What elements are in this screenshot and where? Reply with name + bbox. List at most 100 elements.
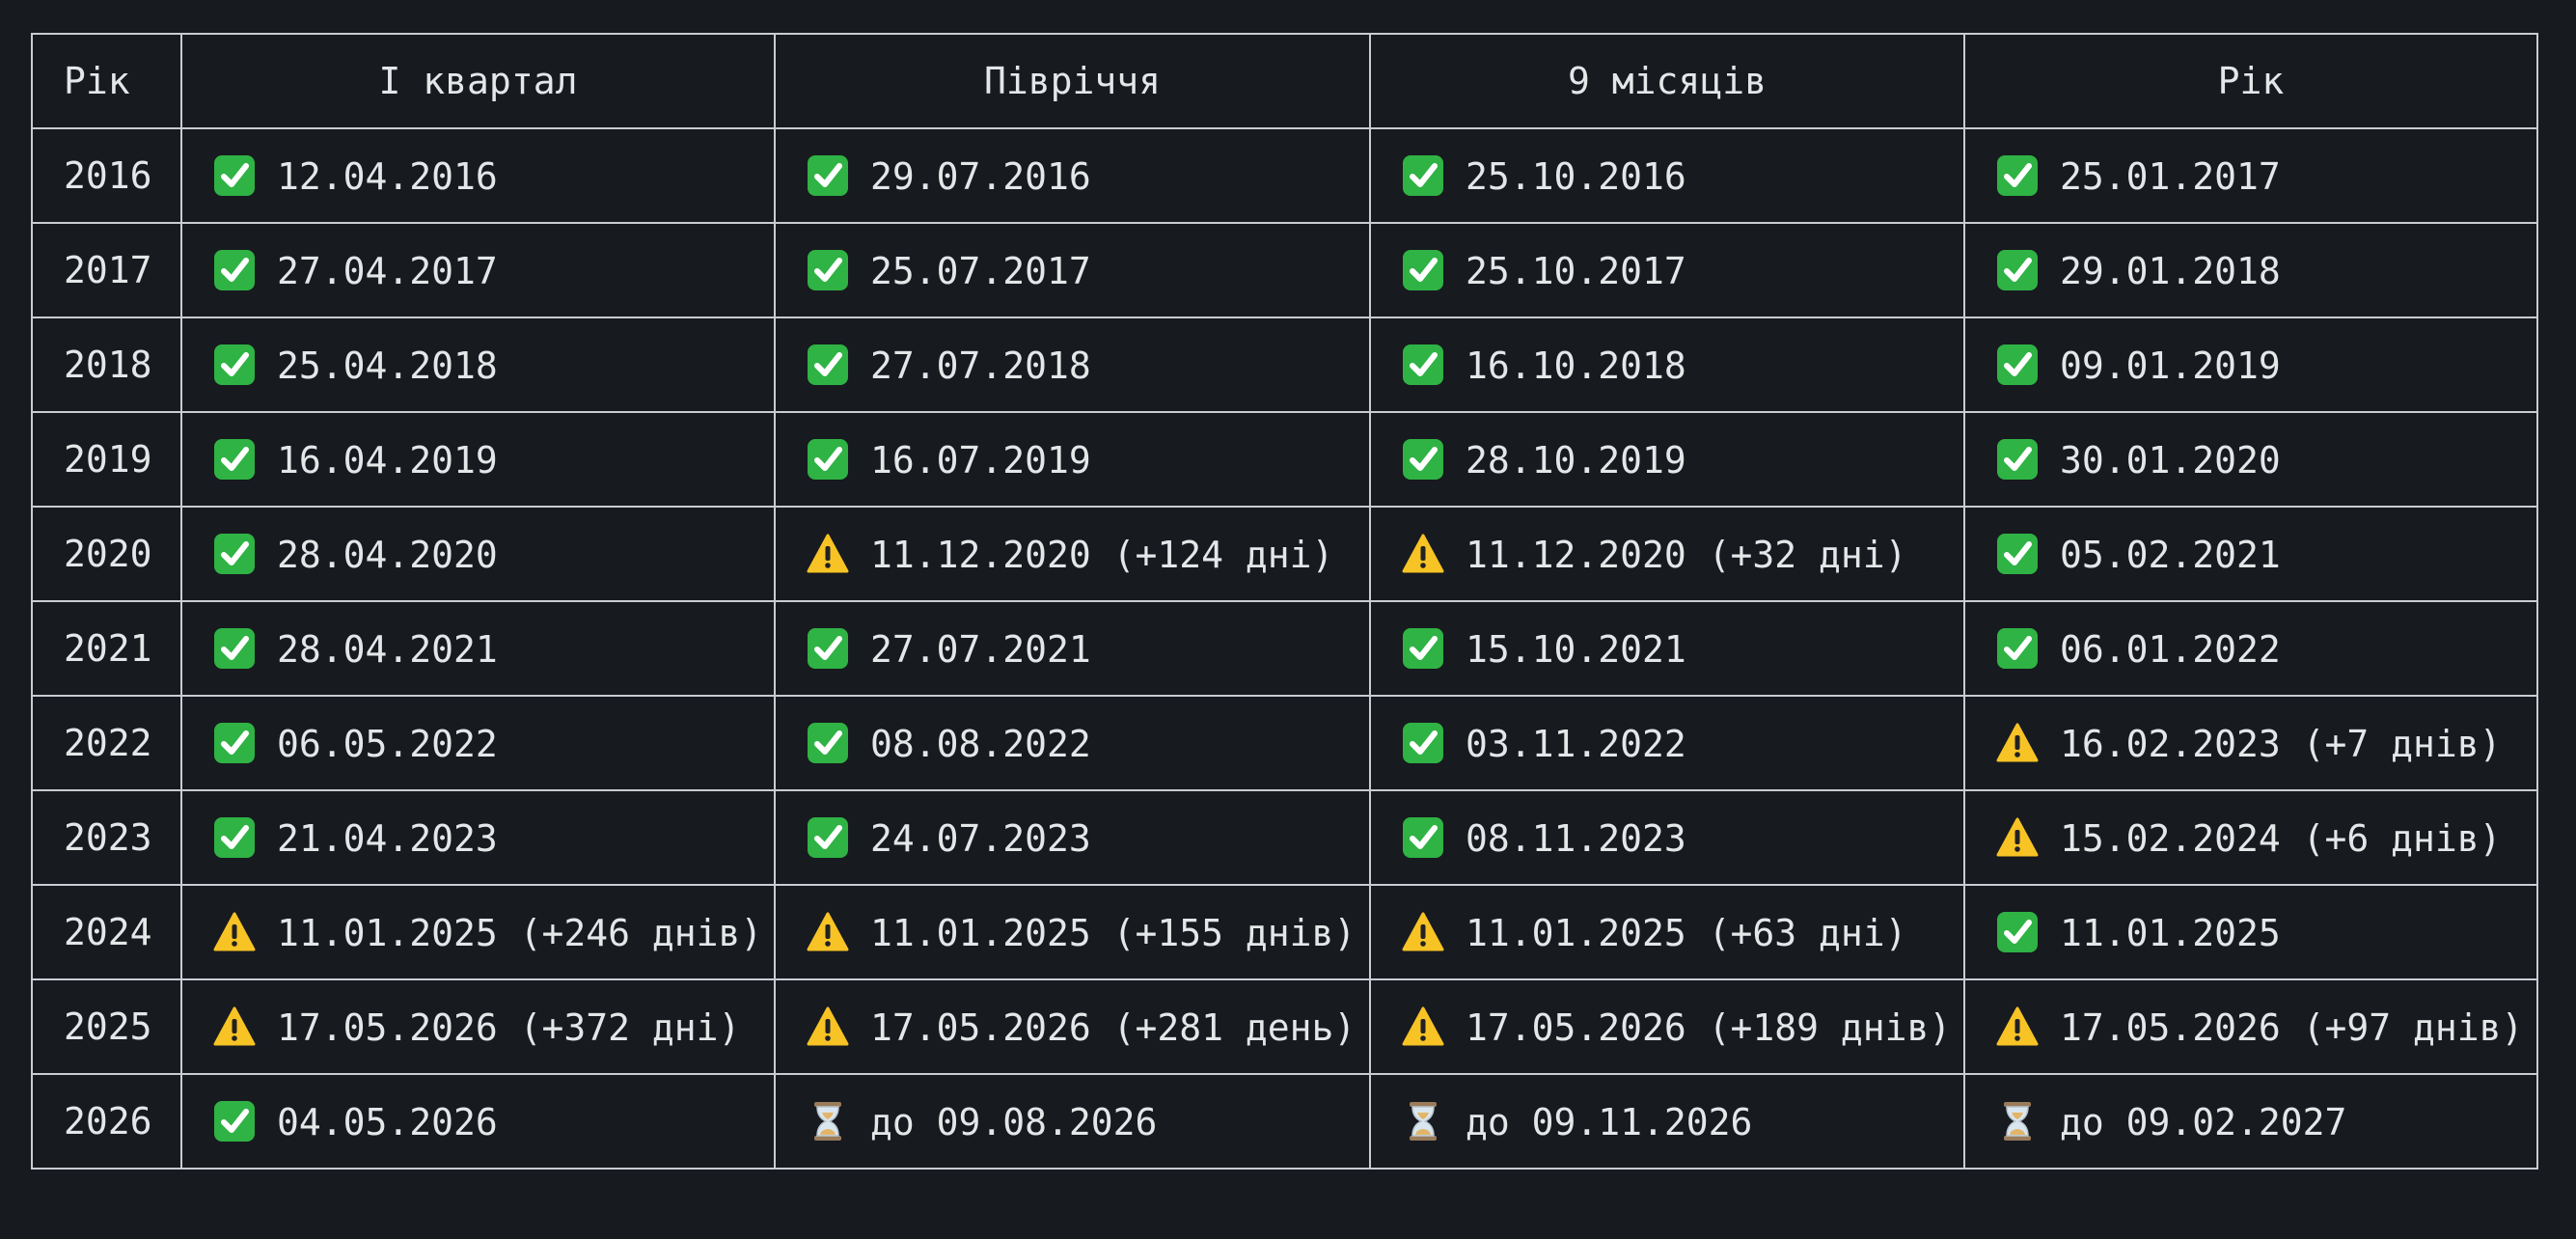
status-icon [1996,627,2039,670]
date-cell: 28.10.2019 [1369,411,1965,508]
year-cell: 2024 [31,884,182,980]
column-header: Півріччя [774,33,1371,129]
date-text: 16.07.2019 [870,438,1091,482]
date-text: 04.05.2026 [277,1100,498,1143]
table-row: 2024 11.01.2025 (+246 днів) 11.01.2025 (+1… [31,884,2538,980]
date-cell: 25.07.2017 [774,222,1371,318]
date-cell: 09.01.2019 [1963,317,2538,413]
date-text: 29.01.2018 [2060,249,2281,292]
table-row: 2019 16.04.2019 16.07.2019 28.10.2019 30.01.… [31,411,2538,508]
date-cell: 11.12.2020 (+124 дні) [774,506,1371,602]
year-cell: 2025 [31,978,182,1075]
status-icon [807,722,849,764]
date-cell: 27.04.2017 [180,222,776,318]
date-text: 17.05.2026 (+97 днів) [2060,1005,2524,1049]
date-text: 12.04.2016 [277,154,498,198]
date-text: 06.01.2022 [2060,627,2281,671]
date-cell: до 09.02.2027 [1963,1073,2538,1170]
year-cell: 2020 [31,506,182,602]
date-text: 29.07.2016 [870,154,1091,198]
date-text: 16.10.2018 [1466,344,1686,387]
date-cell: до 09.11.2026 [1369,1073,1965,1170]
date-cell: 11.01.2025 (+155 днів) [774,884,1371,980]
date-text: 17.05.2026 (+189 днів) [1466,1005,1952,1049]
table-row: 2021 28.04.2021 27.07.2021 15.10.2021 06.01.… [31,600,2538,697]
column-header: 9 місяців [1369,33,1965,129]
status-icon [807,249,849,291]
status-icon [1402,249,1444,291]
date-cell: 08.08.2022 [774,695,1371,791]
date-text: 17.05.2026 (+281 день) [870,1005,1357,1049]
status-icon [807,533,849,575]
date-text: 25.04.2018 [277,344,498,387]
table-row: 2020 28.04.2020 11.12.2020 (+124 дні) 11.12… [31,506,2538,602]
date-cell: 27.07.2021 [774,600,1371,697]
status-icon [1996,911,2039,953]
date-cell: 28.04.2021 [180,600,776,697]
date-cell: 16.02.2023 (+7 днів) [1963,695,2538,791]
table-row: 2016 12.04.2016 29.07.2016 25.10.2016 25.01.… [31,127,2538,224]
status-icon [807,816,849,859]
date-text: 09.01.2019 [2060,344,2281,387]
date-cell: 03.11.2022 [1369,695,1965,791]
status-icon [807,627,849,670]
year-cell: 2026 [31,1073,182,1170]
date-text: 24.07.2023 [870,816,1091,860]
date-text: 06.05.2022 [277,722,498,765]
date-text: 11.01.2025 [2060,911,2281,954]
date-text: 05.02.2021 [2060,533,2281,576]
status-icon [1402,911,1444,953]
status-icon [213,533,256,575]
table-row: 2022 06.05.2022 08.08.2022 03.11.2022 16.02.… [31,695,2538,791]
status-icon [213,627,256,670]
status-icon [1996,533,2039,575]
status-icon [1996,154,2039,197]
status-icon [213,154,256,197]
date-text: до 09.02.2027 [2060,1100,2347,1143]
date-cell: 12.04.2016 [180,127,776,224]
date-text: 17.05.2026 (+372 дні) [277,1005,741,1049]
date-text: 25.10.2017 [1466,249,1686,292]
date-cell: 16.07.2019 [774,411,1371,508]
status-icon [213,249,256,291]
status-icon [1996,249,2039,291]
column-header: Рік [31,33,182,129]
date-cell: 11.01.2025 (+246 днів) [180,884,776,980]
status-icon [213,438,256,481]
date-text: 28.04.2020 [277,533,498,576]
date-text: 28.10.2019 [1466,438,1686,482]
year-cell: 2018 [31,317,182,413]
date-text: 25.10.2016 [1466,154,1686,198]
date-cell: 25.01.2017 [1963,127,2538,224]
date-text: 16.02.2023 (+7 днів) [2060,722,2502,765]
date-text: 16.04.2019 [277,438,498,482]
status-icon [1996,344,2039,386]
date-text: 15.10.2021 [1466,627,1686,671]
status-icon [1402,438,1444,481]
report-table: Рік I квартал Півріччя 9 місяців Рік 2016 12.… [31,33,2538,1170]
date-cell: 24.07.2023 [774,789,1371,886]
status-icon [807,438,849,481]
date-cell: 17.05.2026 (+189 днів) [1369,978,1965,1075]
date-cell: 11.01.2025 (+63 дні) [1369,884,1965,980]
table-row: 2025 17.05.2026 (+372 дні) 17.05.2026 (+28… [31,978,2538,1075]
date-text: 11.12.2020 (+32 дні) [1466,533,1907,576]
year-cell: 2016 [31,127,182,224]
year-cell: 2019 [31,411,182,508]
date-cell: 29.07.2016 [774,127,1371,224]
status-icon [213,1100,256,1143]
status-icon [213,816,256,859]
status-icon [213,722,256,764]
status-icon [1402,533,1444,575]
date-text: 11.12.2020 (+124 дні) [870,533,1334,576]
date-text: 27.07.2018 [870,344,1091,387]
table-body: 2016 12.04.2016 29.07.2016 25.10.2016 25.01.… [31,127,2538,1170]
header-row: Рік I квартал Півріччя 9 місяців Рік [31,33,2538,129]
date-cell: 25.10.2017 [1369,222,1965,318]
year-cell: 2021 [31,600,182,697]
date-text: 11.01.2025 (+155 днів) [870,911,1357,954]
date-cell: 17.05.2026 (+97 днів) [1963,978,2538,1075]
status-icon [1402,154,1444,197]
